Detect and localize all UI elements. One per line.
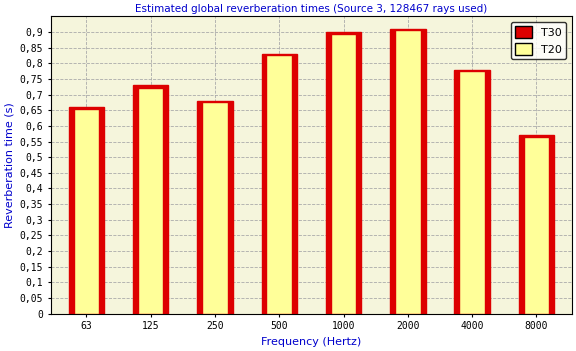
Bar <box>197 101 233 314</box>
Y-axis label: Reverberation time (s): Reverberation time (s) <box>4 102 14 228</box>
Bar <box>390 29 426 314</box>
Bar <box>331 34 356 314</box>
Bar <box>524 137 549 314</box>
Title: Estimated global reverberation times (Source 3, 128467 rays used): Estimated global reverberation times (So… <box>135 4 487 14</box>
Bar <box>69 107 104 314</box>
Bar <box>262 54 297 314</box>
Bar <box>519 135 554 314</box>
Bar <box>267 55 292 314</box>
Bar <box>133 85 168 314</box>
Bar <box>138 88 163 314</box>
X-axis label: Frequency (Hertz): Frequency (Hertz) <box>262 337 362 347</box>
Bar <box>326 32 361 314</box>
Bar <box>202 102 228 314</box>
Bar <box>454 69 490 314</box>
Bar <box>74 109 99 314</box>
Bar <box>395 31 420 314</box>
Legend: T30, T20: T30, T20 <box>511 22 566 59</box>
Bar <box>460 71 485 314</box>
